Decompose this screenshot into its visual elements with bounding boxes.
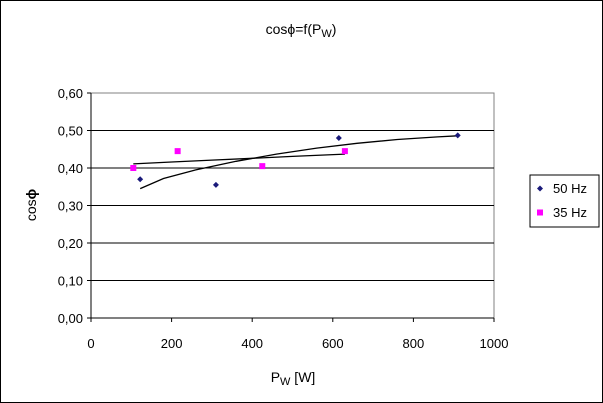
data-point-s0-0: [137, 176, 144, 183]
trendlines: [133, 135, 458, 190]
data-markers: [130, 132, 461, 188]
chart-title: cosϕ=f(PW): [266, 21, 337, 40]
x-axis-title-sub: W: [280, 376, 291, 388]
y-tick-label-3: 0,30: [58, 199, 83, 214]
y-axis-title-main: cos: [23, 199, 39, 221]
x-tick-label-5: 1000: [480, 336, 509, 351]
trendline-1: [133, 153, 345, 165]
data-point-s1-3: [341, 148, 348, 155]
data-point-s0-3: [454, 132, 461, 139]
y-axis-title-symbol: ϕ: [23, 189, 39, 200]
data-point-s0-2: [335, 135, 342, 141]
title-middle: =f(P: [295, 21, 321, 37]
y-tick-label-4: 0,40: [58, 161, 83, 176]
data-point-s1-0: [130, 165, 137, 171]
title-suffix: ): [332, 21, 337, 37]
data-point-s1-1: [174, 148, 181, 155]
y-tick-labels: 0,00 0,10 0,20 0,30 0,40 0,50 0,60: [58, 86, 83, 326]
y-tick-label-1: 0,10: [58, 274, 83, 289]
legend: 50 Hz 35 Hz: [529, 174, 600, 228]
x-tick-labels: 0 200 400 600 800 1000: [87, 336, 508, 351]
trendline-0: [139, 135, 458, 190]
title-subscript: W: [321, 28, 332, 40]
x-axis-title-main: P: [271, 369, 280, 385]
x-tick-label-1: 200: [161, 336, 183, 351]
y-tick-label-2: 0,20: [58, 236, 83, 251]
title-phi: ϕ: [287, 21, 295, 37]
y-axis-title: cosϕ: [23, 189, 39, 221]
x-tick-label-4: 800: [403, 336, 425, 351]
axes: [90, 93, 495, 322]
data-point-s1-2: [259, 163, 266, 170]
legend-label-50hz: 50 Hz: [553, 181, 587, 196]
y-tick-label-6: 0,60: [58, 86, 83, 101]
grid-lines: [87, 92, 494, 319]
legend-label-35hz: 35 Hz: [553, 205, 587, 220]
data-point-s0-1: [212, 181, 219, 188]
x-axis-title: PW [W]: [271, 369, 316, 388]
x-tick-label-0: 0: [87, 336, 94, 351]
title-prefix: cos: [266, 21, 288, 37]
legend-box: [529, 174, 600, 228]
y-tick-label-0: 0,00: [58, 311, 83, 326]
x-tick-label-2: 400: [241, 336, 263, 351]
x-tick-label-3: 600: [322, 336, 344, 351]
x-axis-title-unit: [W]: [290, 369, 315, 385]
legend-marker-35hz: [537, 209, 543, 216]
y-tick-label-5: 0,50: [58, 124, 83, 139]
legend-marker-50hz: [537, 185, 543, 192]
